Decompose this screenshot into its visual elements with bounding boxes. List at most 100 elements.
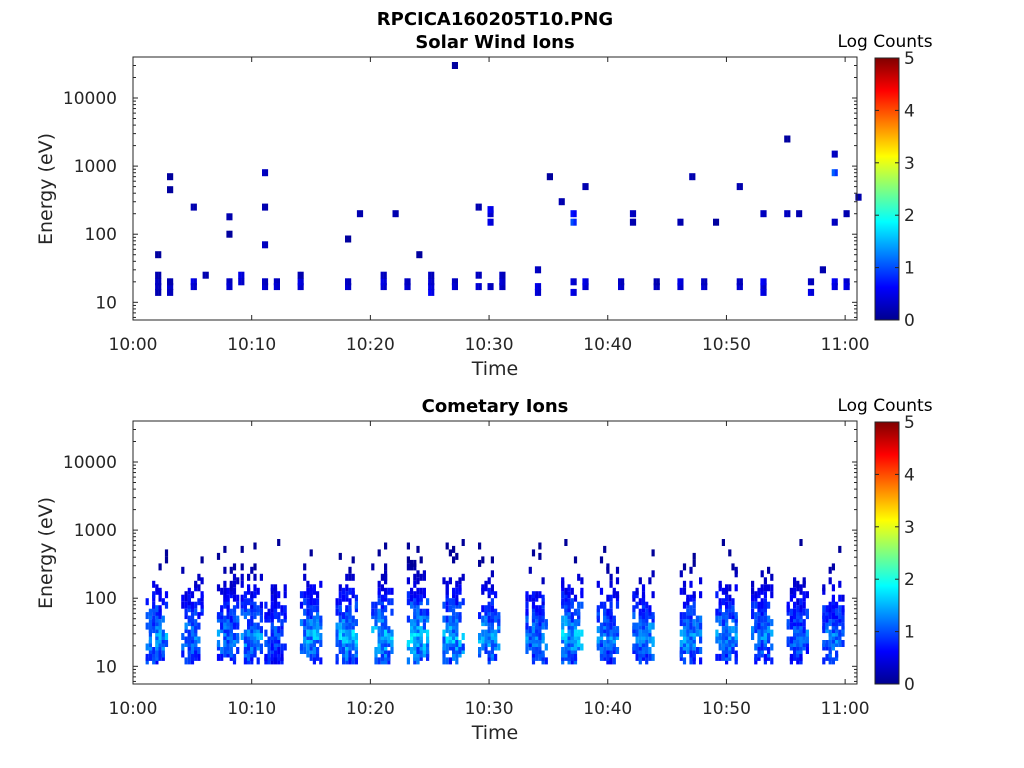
- spectrogram-cell: [609, 573, 613, 581]
- spectrogram-cell: [170, 173, 174, 181]
- spectrogram-cell: [736, 278, 740, 286]
- spectrogram-cell: [763, 210, 767, 218]
- spectrogram-cell: [831, 563, 835, 571]
- spectrogram-cell: [606, 563, 610, 571]
- spectrogram-cell: [561, 629, 565, 637]
- spectrogram-cell: [319, 580, 323, 588]
- spectrogram-cell: [267, 608, 271, 616]
- spectrogram-cell: [384, 587, 388, 595]
- spectrogram-cell: [736, 283, 740, 291]
- spectrogram-cell: [599, 601, 604, 609]
- cometary-plot-frame: [132, 420, 858, 685]
- colorbar-tick-label: 1: [904, 623, 915, 643]
- spectrogram-cell: [612, 615, 616, 623]
- spectrogram-cell: [236, 577, 240, 585]
- spectrogram-cell: [158, 650, 162, 658]
- spectrogram-cell: [679, 647, 683, 654]
- spectrogram-cell: [338, 598, 342, 606]
- spectrogram-cell: [632, 210, 637, 218]
- spectrogram-cell: [621, 278, 625, 286]
- spectrogram-cell: [448, 657, 452, 665]
- spectrogram-cell: [345, 584, 349, 592]
- spectrogram-cell: [390, 640, 394, 647]
- spectrogram-cell: [193, 283, 197, 291]
- colorbar-tick-label: 0: [904, 311, 915, 331]
- spectrogram-cell: [609, 622, 613, 630]
- spectrogram-cell: [487, 615, 491, 623]
- spectrogram-cell: [615, 647, 620, 654]
- spectrogram-cell: [184, 636, 188, 644]
- spectrogram-cell: [338, 622, 342, 630]
- spectrogram-cell: [484, 636, 488, 644]
- spectrogram-cell: [455, 594, 459, 602]
- solar-wind-y-axis: 10 100 1000 10000: [63, 56, 857, 318]
- spectrogram-cell: [499, 283, 503, 291]
- spectrogram-cell: [632, 622, 636, 630]
- spectrogram-cell: [731, 605, 735, 613]
- spectrogram-cell: [452, 545, 456, 553]
- spectrogram-cell: [303, 573, 307, 581]
- spectrogram-cell: [167, 288, 171, 296]
- spectrogram-cell: [312, 647, 316, 654]
- spectrogram-cell: [348, 235, 352, 243]
- spectrogram-cell: [371, 563, 375, 571]
- spectrogram-cell: [825, 605, 829, 613]
- spectrogram-cell: [410, 559, 414, 567]
- spectrogram-cell: [448, 605, 452, 613]
- spectrogram-cell: [805, 608, 809, 616]
- solar-wind-colorbar-ticks: 0 1 2 3 4 5: [875, 49, 915, 331]
- spectrogram-cell: [567, 584, 571, 592]
- spectrogram-cell: [677, 283, 681, 291]
- spectrogram-cell: [406, 563, 410, 571]
- spectrogram-cell: [561, 647, 565, 654]
- spectrogram-cell: [760, 210, 764, 218]
- spectrogram-cell: [725, 615, 729, 623]
- x-tick-label: 10:10: [227, 335, 276, 355]
- spectrogram-cell: [680, 283, 684, 291]
- spectrogram-cell: [715, 636, 719, 644]
- spectrogram-cell: [487, 218, 491, 226]
- spectrogram-cell: [531, 549, 536, 557]
- spectrogram-cell: [273, 584, 278, 592]
- spectrogram-cell: [158, 278, 162, 286]
- spectrogram-cell: [799, 653, 803, 661]
- spectrogram-cell: [537, 283, 542, 291]
- spectrogram-cell: [377, 598, 381, 606]
- spectrogram-cell: [573, 619, 578, 627]
- spectrogram-cell: [651, 653, 655, 661]
- spectrogram-cell: [834, 150, 838, 158]
- spectrogram-cell: [699, 657, 703, 665]
- spectrogram-cell: [739, 278, 743, 286]
- spectrogram-cell: [426, 647, 430, 654]
- spectrogram-cell: [789, 608, 793, 616]
- spectrogram-cell: [428, 271, 432, 279]
- spectrogram-cell: [757, 636, 761, 644]
- spectrogram-cell: [721, 539, 725, 546]
- spectrogram-cell: [356, 210, 361, 218]
- x-tick-label: 10:30: [465, 699, 514, 719]
- spectrogram-cell: [770, 619, 774, 627]
- spectrogram-cell: [250, 591, 254, 599]
- spectrogram-cell: [834, 283, 838, 291]
- spectrogram-cell: [635, 587, 639, 595]
- spectrogram-cell: [319, 615, 323, 623]
- colorbar-tick-label: 0: [904, 675, 915, 695]
- spectrogram-cell: [354, 594, 358, 602]
- spectrogram-cell: [561, 591, 565, 599]
- spectrogram-cell: [452, 587, 456, 595]
- spectrogram-cell: [822, 657, 826, 665]
- spectrogram-cell: [345, 591, 349, 599]
- spectrogram-cell: [564, 587, 568, 595]
- spectrogram-cell: [390, 629, 394, 637]
- spectrogram-cell: [371, 608, 375, 616]
- spectrogram-cell: [599, 587, 604, 595]
- spectrogram-cell: [734, 612, 738, 620]
- spectrogram-cell: [299, 601, 304, 609]
- spectrogram-cell: [734, 633, 738, 640]
- spectrogram-cell: [190, 601, 195, 609]
- spectrogram-cell: [220, 653, 224, 661]
- spectrogram-cell: [763, 591, 767, 599]
- spectrogram-cell: [155, 251, 159, 259]
- spectrogram-cell: [585, 278, 589, 286]
